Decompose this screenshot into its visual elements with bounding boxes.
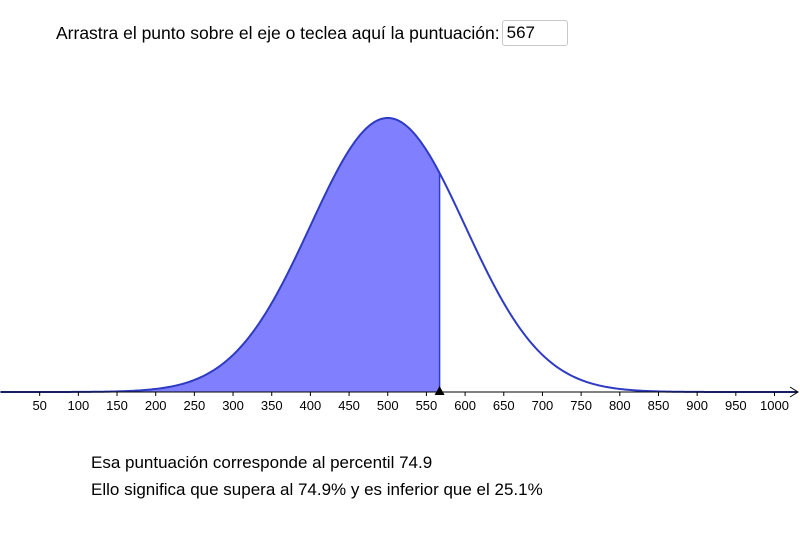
percentile-text: Esa puntuación corresponde al percentil … bbox=[91, 453, 433, 472]
x-tick-label: 600 bbox=[454, 398, 476, 413]
x-tick-label: 350 bbox=[261, 398, 283, 413]
prompt-row: Arrastra el punto sobre el eje o teclea … bbox=[56, 18, 568, 48]
x-tick-label: 950 bbox=[725, 398, 747, 413]
x-tick-label: 450 bbox=[338, 398, 360, 413]
prompt-label: Arrastra el punto sobre el eje o teclea … bbox=[56, 22, 500, 43]
x-tick-label: 700 bbox=[532, 398, 554, 413]
x-tick-label: 800 bbox=[609, 398, 631, 413]
x-tick-label: 850 bbox=[648, 398, 670, 413]
drag-point-icon[interactable] bbox=[434, 386, 445, 395]
x-tick-label: 1000 bbox=[760, 398, 789, 413]
x-tick-label: 100 bbox=[67, 398, 89, 413]
x-tick-label: 750 bbox=[570, 398, 592, 413]
x-tick-label: 900 bbox=[686, 398, 708, 413]
x-tick-label: 250 bbox=[184, 398, 206, 413]
shaded-area bbox=[1, 118, 440, 392]
x-tick-label: 550 bbox=[416, 398, 438, 413]
x-tick-label: 650 bbox=[493, 398, 515, 413]
score-input[interactable] bbox=[501, 20, 568, 46]
normal-distribution-chart: 50 100 150 200 250 300 350 400 450 500 550 600 650 70… bbox=[0, 116, 799, 413]
x-tick-label: 50 bbox=[32, 398, 46, 413]
x-axis-arrow bbox=[789, 386, 799, 398]
x-tick-label: 200 bbox=[145, 398, 167, 413]
x-tick-label: 400 bbox=[300, 398, 322, 413]
x-tick-label: 150 bbox=[106, 398, 128, 413]
x-tick-label: 500 bbox=[377, 398, 399, 413]
meaning-text: Ello significa que supera al 74.9% y es … bbox=[91, 480, 543, 499]
x-tick-label: 300 bbox=[222, 398, 244, 413]
x-ticks: 50 100 150 200 250 300 350 400 450 500 550 600 650 70… bbox=[32, 392, 789, 413]
